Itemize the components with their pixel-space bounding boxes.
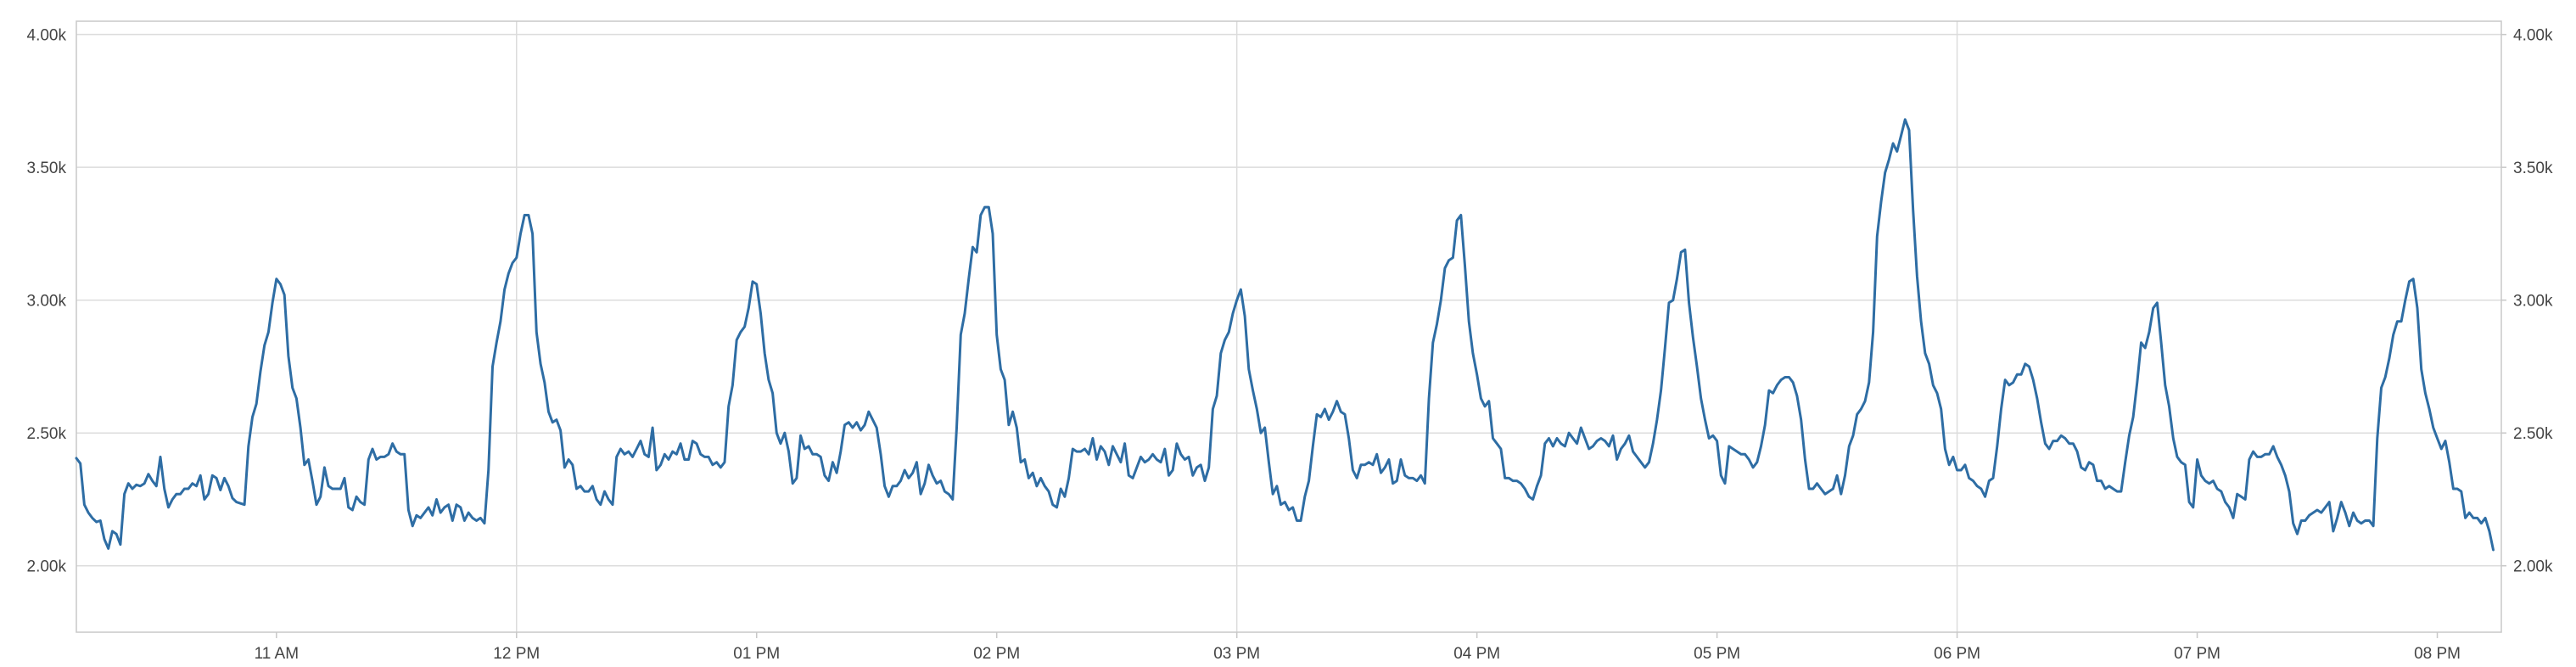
x-tick-label: 02 PM [973, 645, 1020, 663]
grid [76, 21, 2501, 632]
y-tick-label-right: 3.00k [2513, 293, 2553, 311]
x-tick-label: 06 PM [1934, 645, 1980, 663]
y-tick-label-left: 2.50k [27, 425, 67, 443]
axes [76, 20, 2502, 633]
y-axis-left: 2.00k 2.50k 3.00k 3.50k 4.00k [27, 27, 67, 576]
series-line [75, 118, 2495, 552]
y-tick-label-left: 3.50k [27, 160, 67, 177]
y-tick-label-left: 3.00k [27, 293, 67, 311]
plot-frame [76, 20, 2502, 633]
x-tick-label: 07 PM [2174, 645, 2220, 663]
y-tick-label-left: 2.00k [27, 558, 67, 576]
y-tick-label-right: 2.50k [2513, 425, 2553, 443]
x-tick-label: 12 PM [493, 645, 540, 663]
series [75, 118, 2495, 552]
y-axis-right: 2.00k 2.50k 3.00k 3.50k 4.00k [2501, 27, 2553, 576]
x-tick-label: 11 AM [255, 645, 299, 663]
y-tick-label-right: 2.00k [2513, 558, 2553, 576]
y-tick-label-right: 3.50k [2513, 160, 2553, 177]
x-tick-label: 04 PM [1453, 645, 1500, 663]
x-tick-label: 08 PM [2414, 645, 2461, 663]
x-tick-label: 05 PM [1694, 645, 1740, 663]
x-tick-label: 03 PM [1213, 645, 1260, 663]
y-tick-label-right: 4.00k [2513, 27, 2553, 45]
x-tick-label: 01 PM [733, 645, 780, 663]
y-tick-label-left: 4.00k [27, 27, 67, 45]
x-axis: 11 AM 12 PM 01 PM 02 PM 03 PM 04 PM 05 PM 06 PM… [255, 632, 2461, 663]
